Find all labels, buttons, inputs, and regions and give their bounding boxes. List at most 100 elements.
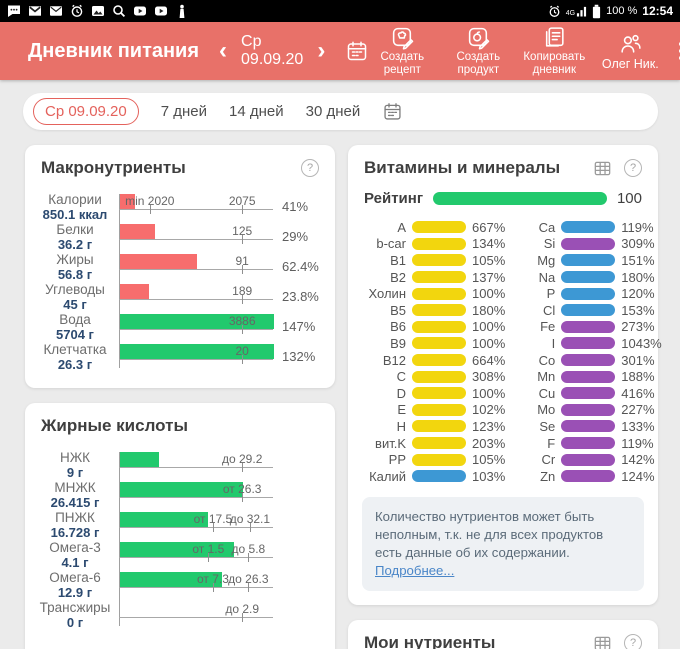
vitamin-name: A xyxy=(397,219,406,235)
percent-of-norm: 29% xyxy=(282,229,309,244)
copy-diary-button[interactable]: Копировать дневник xyxy=(521,25,587,77)
norm-marker-label: до 26.3 xyxy=(228,572,269,586)
next-day-button[interactable]: › xyxy=(317,37,326,64)
nutrient-bar-chart: от 1.5 до 5.8 xyxy=(119,542,273,572)
prev-day-button[interactable]: ‹ xyxy=(219,37,228,64)
chart-row: МНЖК 26.415 г от 26.3 xyxy=(37,480,323,512)
overflow-menu-icon[interactable] xyxy=(673,38,680,64)
vitamin-row: A 667% xyxy=(362,219,505,236)
create-product-icon xyxy=(468,27,490,50)
norm-marker-tick xyxy=(149,205,151,214)
vitamin-name: Si xyxy=(543,236,556,252)
vitamin-name: H xyxy=(396,418,406,434)
gmail-icon xyxy=(29,6,41,16)
vitamin-name: B12 xyxy=(382,352,406,368)
tab-30-days[interactable]: 30 дней xyxy=(305,103,361,120)
nutrient-value: 9 г xyxy=(66,464,84,480)
calendar-icon[interactable] xyxy=(345,39,369,63)
create-product-button[interactable]: Создать продукт xyxy=(445,25,511,77)
vitamin-bar xyxy=(412,254,466,267)
omega-ratio-label: Отношение омега-3 к омега-6: xyxy=(37,646,323,649)
value-bar xyxy=(120,482,244,497)
chat-icon xyxy=(8,5,20,17)
table-view-icon[interactable] xyxy=(593,634,612,649)
nutrient-label: Вода 5704 г xyxy=(37,312,119,344)
battery-icon xyxy=(592,4,601,18)
vitamin-row: Fe 273% xyxy=(511,319,661,336)
tab-14-days[interactable]: 14 дней xyxy=(229,103,284,120)
vitamin-row: B5 180% xyxy=(362,302,505,319)
vitamin-bar xyxy=(412,387,466,400)
norm-marker-label: до 29.2 xyxy=(222,452,263,466)
vitamin-bar xyxy=(561,420,616,433)
action-label: Копировать дневник xyxy=(523,50,586,76)
vitamin-bar xyxy=(561,271,616,284)
norm-marker-tick xyxy=(212,523,214,532)
main-content: Макронутриенты ? Калории 850.1 ккал min 20… xyxy=(0,130,680,649)
fatty-acids-chart: НЖК 9 г до 29.2 МНЖК 26.415 г от 26.3 ПНЖК 16.7… xyxy=(37,450,323,632)
nutrient-label: Жиры 56.8 г xyxy=(37,252,119,284)
help-icon[interactable]: ? xyxy=(624,634,642,649)
help-icon[interactable]: ? xyxy=(301,159,319,177)
current-date: Ср 09.09.20 xyxy=(241,33,304,68)
card-title: Жирные кислоты xyxy=(41,416,188,435)
data-completeness-note: Количество нутриентов может быть неполны… xyxy=(362,496,644,592)
chart-baseline xyxy=(119,329,273,330)
percent-of-norm xyxy=(273,572,323,602)
norm-marker-label: 2075 xyxy=(228,194,256,208)
vitamin-row: Mg 151% xyxy=(511,252,661,269)
vitamin-row: F 119% xyxy=(511,435,661,452)
vitamin-name: F xyxy=(547,435,556,451)
vitamins-minerals-card: Витамины и минералы ? Рейтинг 100 A 667% b… xyxy=(348,145,662,606)
app-header: Дневник питания ‹ Ср 09.09.20 › Создать р… xyxy=(0,22,680,80)
vitamin-name: B1 xyxy=(390,252,406,268)
table-view-icon[interactable] xyxy=(593,159,612,178)
nutrient-label: Омега-3 4.1 г xyxy=(37,540,119,572)
vitamin-bar xyxy=(412,271,466,284)
value-bar xyxy=(120,512,208,527)
nutrient-label: МНЖК 26.415 г xyxy=(37,480,119,512)
chart-baseline xyxy=(119,209,273,210)
left-column: Макронутриенты ? Калории 850.1 ккал min 20… xyxy=(25,145,335,649)
vitamin-name: B5 xyxy=(390,302,406,318)
vitamin-row: I 1043% xyxy=(511,335,662,352)
help-icon[interactable]: ? xyxy=(624,159,642,177)
vitamin-percent: 100% xyxy=(472,385,506,401)
nutrient-bar-chart: от 7.3 до 26.3 xyxy=(119,572,273,602)
vitamin-percent: 1043% xyxy=(621,335,662,351)
vitamin-row: Cr 142% xyxy=(511,451,661,468)
vitamin-bar xyxy=(412,403,466,416)
user-profile-button[interactable]: Олег Ник. xyxy=(597,31,663,71)
copy-diary-icon xyxy=(545,27,564,47)
vitamin-row: Ca 119% xyxy=(511,219,661,236)
vitamin-row: Se 133% xyxy=(511,418,661,435)
alarm-status-icon xyxy=(549,5,560,17)
rating-value: 100 xyxy=(616,190,642,207)
vitamin-percent: 137% xyxy=(472,269,506,285)
vitamin-percent: 151% xyxy=(621,252,655,268)
nutrient-bar-chart: от 17.5 до 32.1 xyxy=(119,512,273,542)
vitamin-bar xyxy=(561,287,616,300)
vitamin-row: B6 100% xyxy=(362,319,505,336)
tab-current-date[interactable]: Ср 09.09.20 xyxy=(33,98,139,125)
percent-of-norm: 147% xyxy=(282,319,316,334)
vitamin-row: Zn 124% xyxy=(511,468,661,485)
note-text: Количество нутриентов может быть неполны… xyxy=(375,508,604,560)
nutrient-label: Клетчатка 26.3 г xyxy=(37,342,119,374)
percent-of-norm: 23.8% xyxy=(282,289,319,304)
create-recipe-button[interactable]: Создать рецепт xyxy=(369,25,435,77)
vitamin-percent: 203% xyxy=(472,435,506,451)
rating-bar xyxy=(433,192,607,205)
more-link[interactable]: Подробнее... xyxy=(375,563,455,579)
vitamin-name: Se xyxy=(539,418,556,434)
vitamin-name: Mg xyxy=(537,252,556,268)
my-nutrients-card: Мои нутриенты ? Моно27%Вали1.056 гГист0.… xyxy=(348,620,658,649)
signal-icon: 4G xyxy=(566,5,587,17)
nutrient-value: 56.8 г xyxy=(57,266,93,282)
nutrient-name: Вода xyxy=(59,312,91,327)
tabs-calendar-icon[interactable] xyxy=(382,101,403,122)
tab-7-days[interactable]: 7 дней xyxy=(160,103,208,120)
vitamin-row: Mo 227% xyxy=(511,402,661,419)
norm-marker-tick xyxy=(242,235,244,244)
vitamin-row: Mn 188% xyxy=(511,368,661,385)
